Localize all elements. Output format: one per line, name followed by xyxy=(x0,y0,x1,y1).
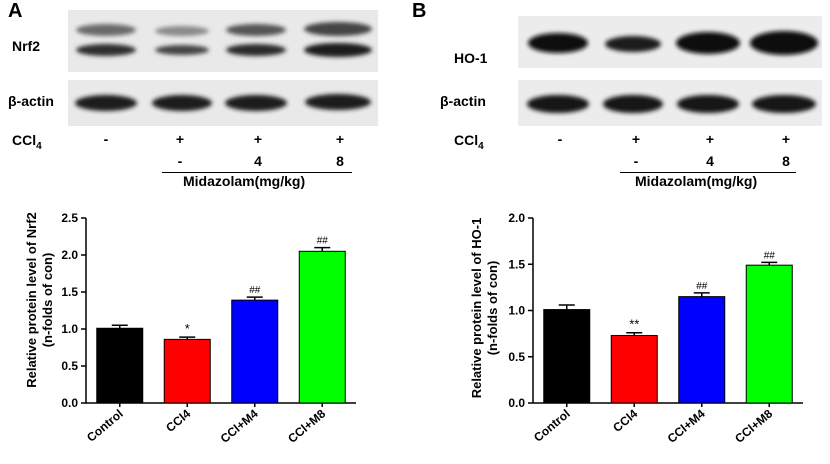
midazolam-dose: 4 xyxy=(254,153,262,169)
y-axis-label-line2: (n-folds of con) xyxy=(40,253,55,348)
significance-marker: ## xyxy=(764,250,776,261)
bar xyxy=(543,309,591,404)
ccl4-sign: - xyxy=(557,131,563,147)
y-tick-label: 2.5 xyxy=(61,211,78,225)
y-tick-label: 0.0 xyxy=(61,396,78,410)
actin-band-a xyxy=(152,95,212,111)
actin-band-a xyxy=(225,95,287,111)
significance-marker: ## xyxy=(249,285,261,296)
y-tick-label: 0.0 xyxy=(508,396,525,410)
actin-band-b xyxy=(752,95,816,113)
ccl4-sign: + xyxy=(781,131,791,147)
nrf2-band xyxy=(76,24,136,36)
y-tick-label: 0.5 xyxy=(61,359,78,373)
ccl4-sign: + xyxy=(705,131,715,147)
bar xyxy=(610,334,658,404)
ccl4-sign: + xyxy=(175,131,185,147)
nrf2-blot-label: Nrf2 xyxy=(12,38,41,54)
ho1-bar-chart: Relative protein level of HO-1 (n-folds … xyxy=(469,211,803,446)
ho1-blot-label: HO-1 xyxy=(454,50,488,66)
significance-marker: ** xyxy=(629,317,639,332)
y-tick-label: 2.0 xyxy=(508,211,525,225)
actin-band-b xyxy=(677,95,739,113)
actin-band-a xyxy=(305,94,371,110)
nrf2-band xyxy=(155,45,209,55)
y-axis-label-line2: (n-folds of con) xyxy=(485,261,500,356)
nrf2-band xyxy=(226,44,286,56)
ccl4-sign: - xyxy=(103,131,109,147)
x-tick-label: CCl+M4 xyxy=(218,406,261,445)
actin-blot-label-b: β-actin xyxy=(440,93,486,109)
midazolam-label-a: Midazolam(mg/kg) xyxy=(183,173,306,189)
western-blot-a xyxy=(68,10,378,126)
bar xyxy=(163,338,211,404)
y-axis-label-line1: Relative protein level of Nrf2 xyxy=(24,212,39,388)
bar xyxy=(96,327,144,404)
ccl4-sign: + xyxy=(631,131,641,147)
midazolam-underline-a xyxy=(162,172,352,173)
y-tick-label: 1.5 xyxy=(61,285,78,299)
x-tick-label: CCl+M8 xyxy=(285,406,328,445)
ho1-band xyxy=(676,32,740,54)
ccl4-sign: + xyxy=(253,131,263,147)
midazolam-dose: - xyxy=(177,153,183,169)
bar xyxy=(678,296,726,404)
y-axis-label-line1: Relative protein level of HO-1 xyxy=(469,218,484,399)
midazolam-label-b: Midazolam(mg/kg) xyxy=(635,173,758,189)
midazolam-dose: 4 xyxy=(706,153,714,169)
midazolam-dose: 8 xyxy=(336,153,344,169)
ho1-band xyxy=(605,36,661,52)
significance-marker: ## xyxy=(317,236,329,247)
actin-blot-label-a: β-actin xyxy=(8,93,54,109)
western-blot-b xyxy=(518,16,822,126)
nrf2-band xyxy=(304,43,372,57)
ccl4-sign: + xyxy=(335,131,345,147)
midazolam-dose: 8 xyxy=(782,153,790,169)
bar xyxy=(745,264,793,404)
x-tick-label: Control xyxy=(531,407,573,445)
ho1-band xyxy=(528,33,588,53)
nrf2-bar-chart: Relative protein level of Nrf2 (n-folds … xyxy=(24,211,356,446)
nrf2-band xyxy=(76,44,136,56)
x-tick-label: CCl4 xyxy=(163,406,193,435)
actin-band-a xyxy=(75,95,137,111)
midazolam-dose: - xyxy=(633,153,639,169)
y-tick-label: 1.0 xyxy=(61,322,78,336)
nrf2-band xyxy=(226,24,286,36)
nrf2-band xyxy=(304,22,372,36)
panel-b-letter: B xyxy=(412,0,427,22)
x-tick-label: CCl+M4 xyxy=(665,406,708,445)
actin-band-b xyxy=(527,95,589,113)
nrf2-blot-strip xyxy=(68,10,378,72)
actin-band-b xyxy=(603,95,663,113)
y-tick-label: 0.5 xyxy=(508,350,525,364)
panel-a-letter: A xyxy=(8,0,23,22)
significance-marker: * xyxy=(185,321,190,336)
midazolam-underline-b xyxy=(620,172,796,173)
y-tick-label: 1.0 xyxy=(508,304,525,318)
ho1-band xyxy=(750,31,818,55)
x-tick-label: CCl+M8 xyxy=(732,406,775,445)
nrf2-band xyxy=(155,26,209,36)
bar xyxy=(298,250,346,404)
ccl4-row-label-b: CCl4 xyxy=(454,132,484,152)
x-tick-label: Control xyxy=(84,407,126,445)
bar xyxy=(231,299,279,404)
y-tick-label: 1.5 xyxy=(508,257,525,271)
significance-marker: ## xyxy=(696,281,708,292)
x-tick-label: CCl4 xyxy=(610,406,640,435)
y-tick-label: 2.0 xyxy=(61,248,78,262)
ccl4-row-label-a: CCl4 xyxy=(12,132,42,152)
